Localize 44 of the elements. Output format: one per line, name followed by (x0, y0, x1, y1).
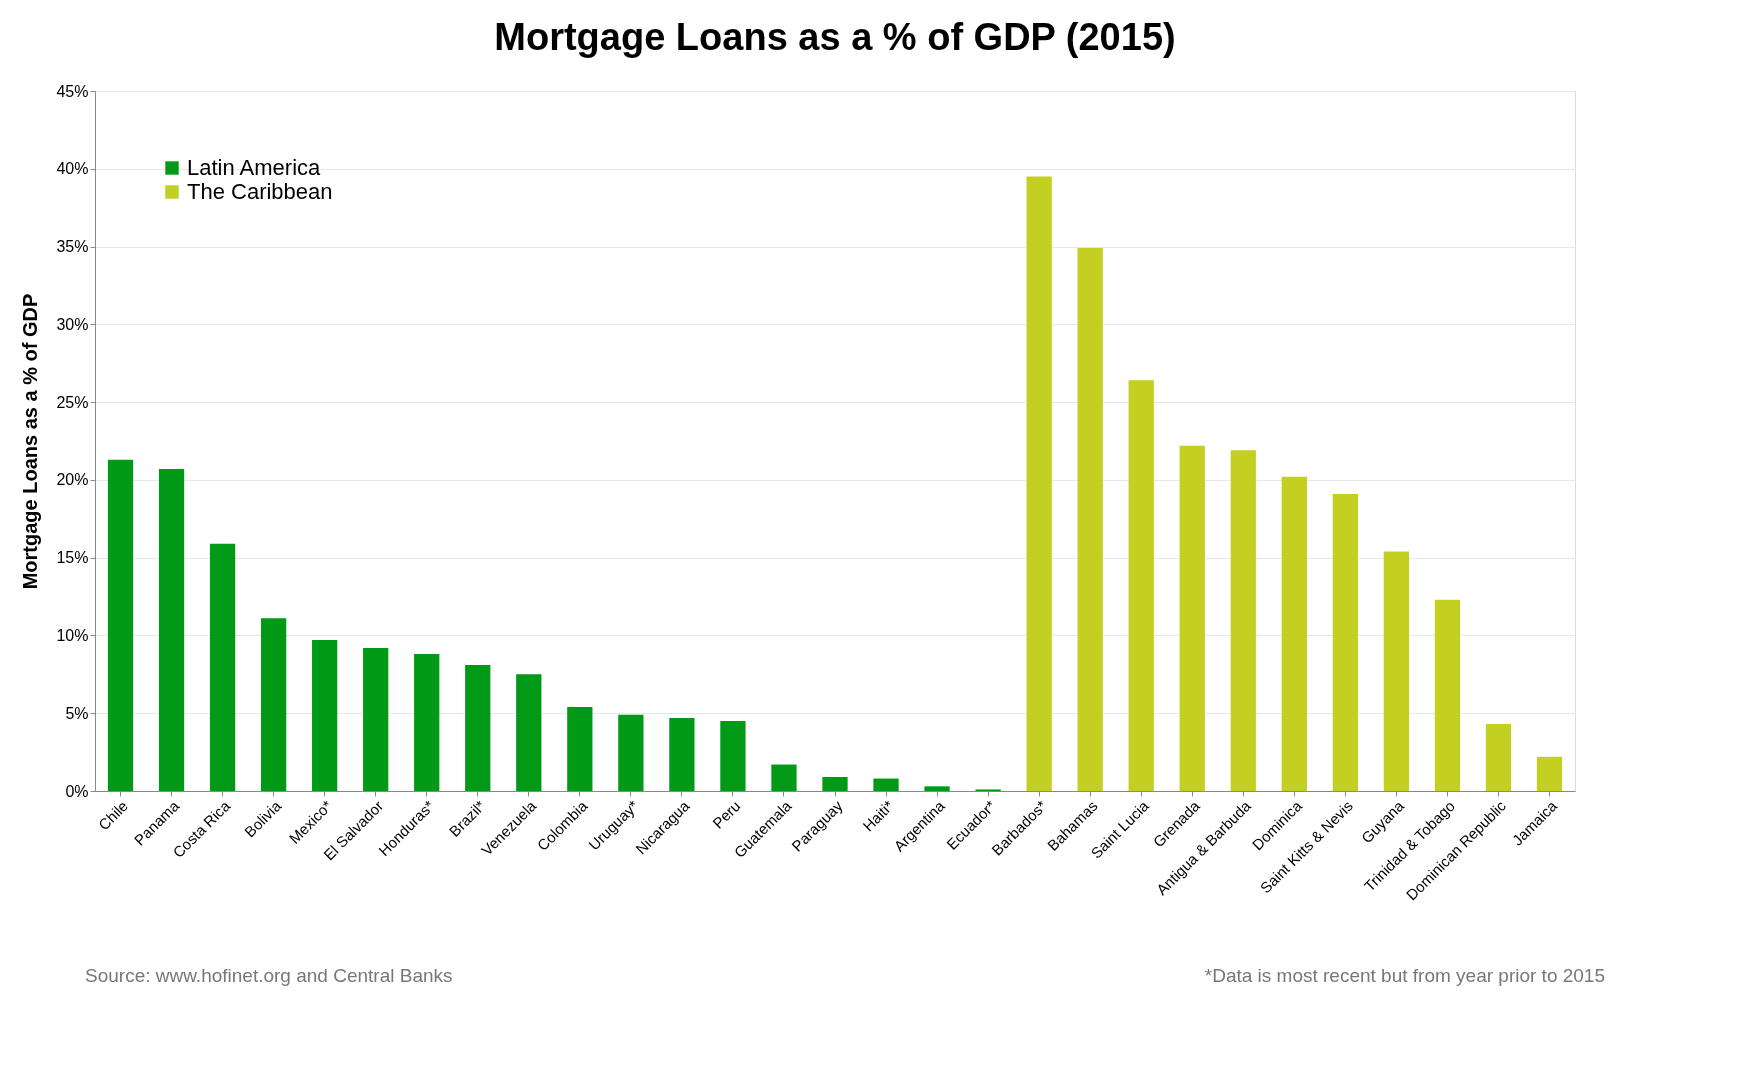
bar (209, 543, 236, 791)
bar (260, 618, 287, 791)
bar (312, 640, 338, 791)
bar (1026, 176, 1052, 791)
bar (1128, 380, 1154, 791)
bar (1485, 724, 1512, 791)
y-tick-label: 10% (56, 626, 89, 644)
y-tick-label: 20% (56, 471, 89, 489)
bar (1179, 445, 1205, 791)
bar (873, 778, 899, 791)
bar (771, 764, 797, 791)
bar (822, 777, 848, 791)
bar (1230, 450, 1256, 791)
y-tick-label: 45% (56, 82, 89, 100)
bar (669, 717, 695, 791)
legend-label: Latin America (187, 155, 322, 180)
bar (1281, 476, 1307, 791)
bar (567, 707, 593, 791)
bar (1383, 551, 1410, 791)
bar (158, 469, 185, 791)
y-tick-label: 30% (56, 315, 89, 333)
bar (414, 654, 440, 791)
text: *Data is most recent but from year prior to 2015 (1204, 965, 1605, 986)
bar (465, 665, 491, 791)
bar (1434, 599, 1461, 791)
bar (363, 647, 389, 791)
y-tick-label: 15% (56, 549, 89, 567)
bar (720, 721, 746, 791)
bar (516, 674, 542, 791)
bar (924, 786, 950, 791)
y-tick-label: 35% (56, 238, 89, 256)
bar (107, 459, 134, 791)
y-tick-label: 40% (56, 160, 89, 178)
y-tick-label: 25% (56, 393, 89, 411)
bar (1077, 248, 1103, 791)
y-axis-title: Mortgage Loans as a % of GDP (19, 293, 42, 590)
legend-label: The Caribbean (187, 179, 333, 204)
bar (618, 714, 644, 791)
source-note: Source: www.hofinet.org and Central Banks (85, 965, 453, 986)
bar (1536, 756, 1563, 791)
bar (1332, 493, 1358, 791)
y-tick-label: 0% (65, 782, 89, 800)
chart-title: Mortgage Loans as a % of GDP (2015) (494, 16, 1176, 58)
y-tick-label: 5% (65, 704, 89, 722)
